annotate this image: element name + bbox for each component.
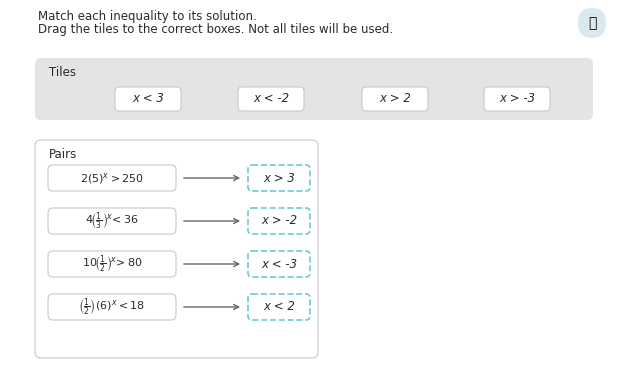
Text: $2(5)^{x} > 250$: $2(5)^{x} > 250$ <box>80 170 144 185</box>
Text: x > 2: x > 2 <box>379 92 411 106</box>
FancyBboxPatch shape <box>248 208 310 234</box>
FancyBboxPatch shape <box>248 294 310 320</box>
Text: $4\!\left(\frac{1}{3}\right)^{\!x}\! < 36$: $4\!\left(\frac{1}{3}\right)^{\!x}\! < 3… <box>86 210 139 232</box>
Text: $\left(\frac{1}{2}\right)(6)^{x} < 18$: $\left(\frac{1}{2}\right)(6)^{x} < 18$ <box>79 296 146 317</box>
FancyBboxPatch shape <box>48 294 176 320</box>
Text: Match each inequality to its solution.: Match each inequality to its solution. <box>38 10 257 23</box>
FancyBboxPatch shape <box>48 165 176 191</box>
FancyBboxPatch shape <box>115 87 181 111</box>
Text: $10\!\left(\frac{1}{2}\right)^{\!x}\! > 80$: $10\!\left(\frac{1}{2}\right)^{\!x}\! > … <box>82 253 142 275</box>
Text: x < 3: x < 3 <box>132 92 164 106</box>
FancyBboxPatch shape <box>484 87 550 111</box>
FancyBboxPatch shape <box>48 251 176 277</box>
FancyBboxPatch shape <box>48 208 176 234</box>
Text: x < 2: x < 2 <box>263 300 295 314</box>
Text: x > -3: x > -3 <box>499 92 535 106</box>
Text: x < -3: x < -3 <box>261 258 297 270</box>
Text: Drag the tiles to the correct boxes. Not all tiles will be used.: Drag the tiles to the correct boxes. Not… <box>38 23 393 36</box>
FancyBboxPatch shape <box>248 251 310 277</box>
FancyBboxPatch shape <box>35 140 318 358</box>
Text: Pairs: Pairs <box>49 148 78 161</box>
FancyBboxPatch shape <box>248 165 310 191</box>
Text: 🔒: 🔒 <box>588 16 596 30</box>
Text: x < -2: x < -2 <box>253 92 289 106</box>
Text: x > 3: x > 3 <box>263 171 295 185</box>
Text: x > -2: x > -2 <box>261 215 297 227</box>
FancyBboxPatch shape <box>238 87 304 111</box>
Text: Tiles: Tiles <box>49 66 76 79</box>
FancyBboxPatch shape <box>362 87 428 111</box>
FancyBboxPatch shape <box>35 58 593 120</box>
FancyBboxPatch shape <box>578 8 606 38</box>
